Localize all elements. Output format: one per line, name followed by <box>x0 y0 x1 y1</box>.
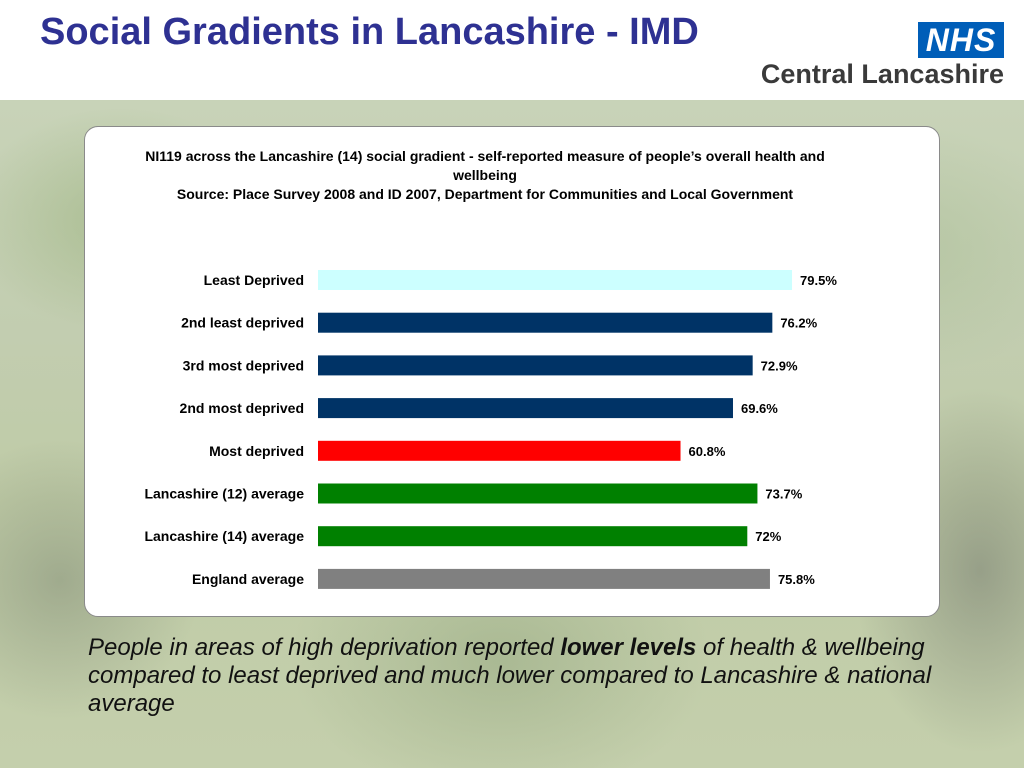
category-label: 3rd most deprived <box>183 357 304 373</box>
data-label: 60.8% <box>689 444 726 459</box>
category-label: Least Deprived <box>204 272 304 288</box>
category-label: Most deprived <box>209 443 304 459</box>
data-label: 72% <box>755 529 781 544</box>
category-label: England average <box>192 571 304 587</box>
nhs-logo-box: NHS <box>918 22 1004 58</box>
nhs-logo: NHS Central Lancashire <box>744 22 1004 92</box>
data-label: 69.6% <box>741 401 778 416</box>
category-label: 2nd most deprived <box>180 400 304 416</box>
data-label: 76.2% <box>780 316 817 331</box>
data-label: 75.8% <box>778 572 815 587</box>
page-title: Social Gradients in Lancashire - IMD <box>40 11 699 53</box>
chart-panel: NI119 across the Lancashire (14) social … <box>84 126 940 617</box>
chart-source-line: Source: Place Survey 2008 and ID 2007, D… <box>176 186 794 202</box>
bar <box>318 440 681 461</box>
chart-title: NI119 across the Lancashire (14) social … <box>145 147 825 204</box>
bar <box>318 312 773 333</box>
bar <box>318 398 733 419</box>
category-label: Lancashire (12) average <box>144 486 304 502</box>
caption-part1: People in areas of high deprivation repo… <box>88 634 561 661</box>
bar <box>318 483 758 504</box>
data-label: 72.9% <box>761 358 798 373</box>
data-label: 79.5% <box>800 273 837 288</box>
bar <box>318 355 753 376</box>
category-label: Lancashire (14) average <box>144 528 304 544</box>
bar <box>318 568 770 589</box>
organisation-name: Central Lancashire <box>760 59 1004 89</box>
caption-emphasis: lower levels <box>560 634 697 661</box>
category-label: 2nd least deprived <box>181 315 304 331</box>
bar <box>318 270 793 290</box>
bar <box>318 526 748 547</box>
caption-part2: of health & wellbeing compared to least … <box>88 634 932 717</box>
bar-chart: Least Deprived 79.5% 2nd least deprived 76.… <box>144 270 837 589</box>
caption-text: People in areas of high deprivation repo… <box>88 634 948 718</box>
chart-title-line1: NI119 across the Lancashire (14) social … <box>145 148 825 183</box>
header-bar: Social Gradients in Lancashire - IMD NHS… <box>0 0 1024 100</box>
data-label: 73.7% <box>765 487 802 502</box>
